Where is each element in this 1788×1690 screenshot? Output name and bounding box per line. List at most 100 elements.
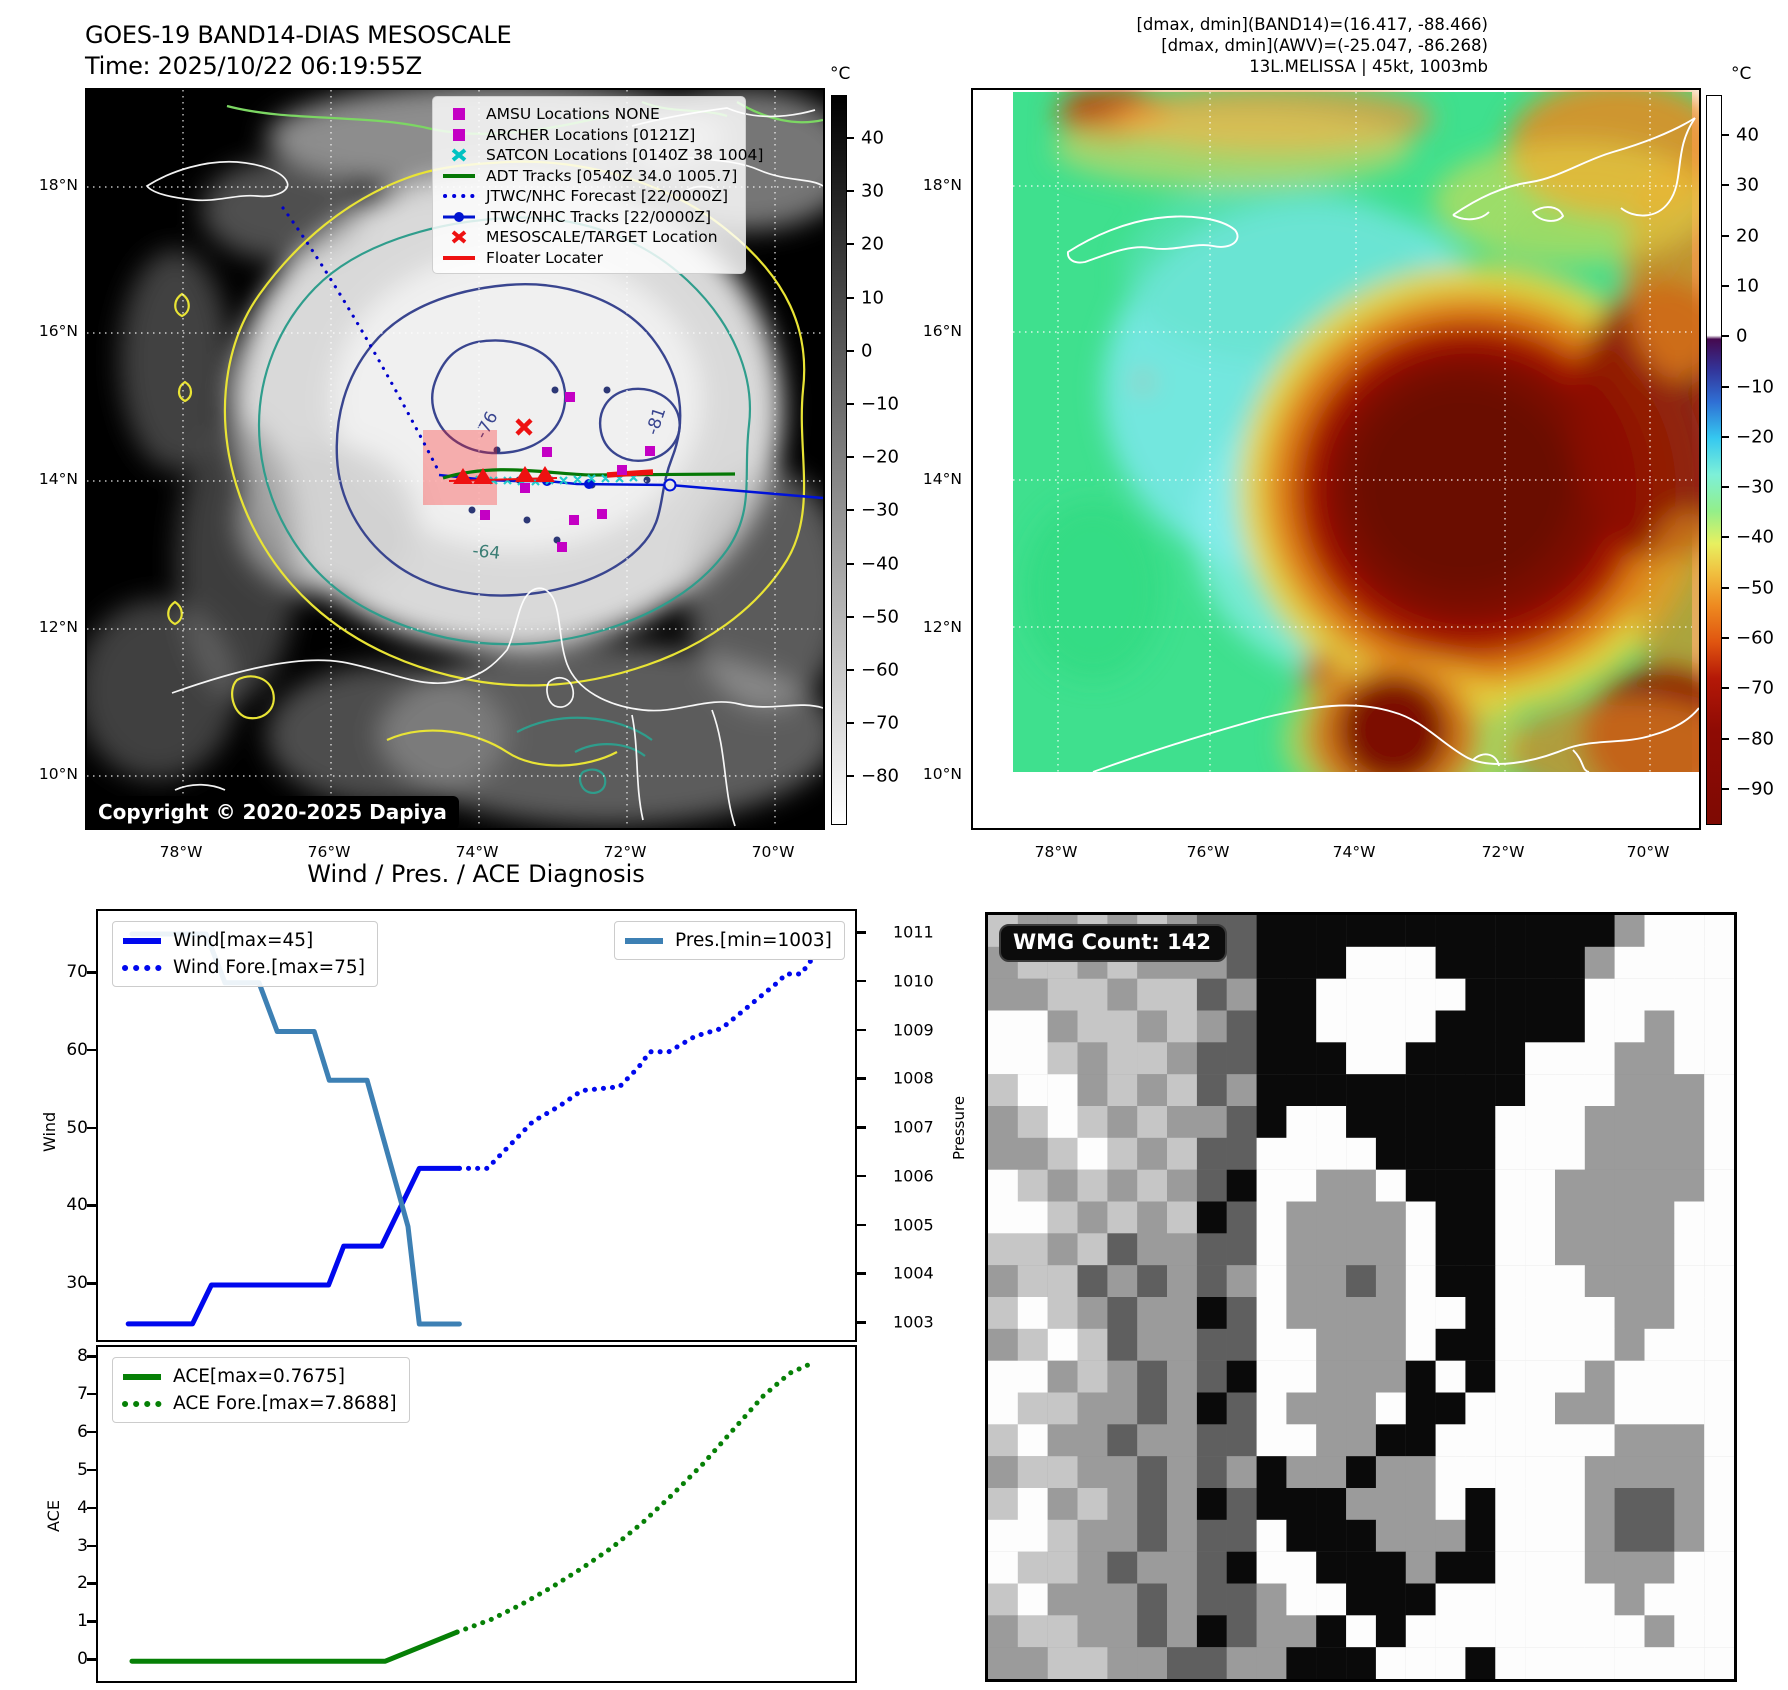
- wmg-cell: [1346, 1488, 1377, 1520]
- wmg-cell: [1137, 1233, 1168, 1266]
- wmg-cell: [1256, 1551, 1287, 1584]
- wmg-cell: [1226, 1615, 1257, 1648]
- wmg-cell: [1316, 1106, 1347, 1138]
- map-legend-label: Floater Locater: [486, 248, 603, 267]
- wmg-cell: [1435, 978, 1466, 1011]
- colorbar-tick: 20: [861, 233, 884, 255]
- wmg-cell: [1495, 1392, 1526, 1425]
- wmg-cell: [1226, 1137, 1257, 1170]
- map-legend-label: JTWC/NHC Forecast [22/0000Z]: [486, 187, 729, 206]
- wmg-cell: [1286, 915, 1317, 947]
- wmg-cell: [1316, 1456, 1347, 1489]
- archer-markers: [480, 392, 655, 552]
- tick-mark: [87, 1582, 96, 1585]
- pressure-tick: 1006: [893, 1166, 934, 1186]
- wmg-cell: [1525, 1615, 1556, 1648]
- wmg-cell: [1047, 1392, 1078, 1425]
- wmg-cell: [1435, 1392, 1466, 1425]
- wmg-cell: [1167, 1265, 1197, 1298]
- wmg-cell: [1704, 1615, 1734, 1648]
- wmg-cell: [1375, 1488, 1406, 1520]
- wmg-cell: [988, 1551, 1018, 1584]
- wmg-cell: [1674, 1265, 1705, 1298]
- wmg-cell: [1286, 1519, 1317, 1552]
- wmg-cell: [1614, 1328, 1645, 1361]
- wmg-cell: [1435, 1233, 1466, 1266]
- wmg-cell: [1435, 915, 1466, 947]
- ace-axis-label: ACE: [44, 1500, 63, 1532]
- wmg-cell: [1077, 1456, 1108, 1489]
- wmg-cell: [1077, 1201, 1108, 1234]
- lon-label: 78°W: [1034, 843, 1078, 861]
- wmg-cell: [1316, 1583, 1347, 1616]
- wmg-cell: [1017, 1042, 1048, 1075]
- wmg-cell: [1674, 1137, 1705, 1170]
- wmg-cell: [1584, 1488, 1615, 1520]
- wmg-cell: [988, 1137, 1018, 1170]
- series-ace-fore-max-: [454, 1360, 815, 1635]
- map-legend-row: JTWC/NHC Tracks [22/0000Z]: [441, 207, 735, 228]
- wmg-cell: [1435, 1074, 1466, 1107]
- wmg-cell: [1405, 946, 1436, 979]
- wmg-cell: [1525, 1647, 1556, 1679]
- wmg-cell: [1674, 1424, 1705, 1457]
- colorbar-tick: −80: [861, 765, 899, 787]
- storm-status: 13L.MELISSA | 45kt, 1003mb: [1249, 57, 1488, 76]
- wmg-cell: [1644, 1010, 1675, 1043]
- wmg-cell: [1077, 1074, 1108, 1107]
- floater-annotations: [448, 418, 654, 484]
- wmg-cell: [1017, 1233, 1048, 1266]
- wmg-cell: [1525, 1551, 1556, 1584]
- wmg-cell: [988, 1456, 1018, 1489]
- wmg-cell: [1077, 1106, 1108, 1138]
- dmax-dmin-band14: [dmax, dmin](BAND14)=(16.417, -88.466): [1136, 15, 1488, 34]
- wmg-cell: [1644, 1519, 1675, 1552]
- wmg-cell: [1465, 1137, 1496, 1170]
- wmg-cell: [1047, 1265, 1078, 1298]
- wmg-cell: [1137, 1615, 1168, 1648]
- wmg-cell: [1047, 1328, 1078, 1361]
- wmg-cell: [1137, 1583, 1168, 1616]
- wmg-cell: [1286, 1456, 1317, 1489]
- colorbar-tick: −30: [1736, 476, 1774, 498]
- wmg-cell: [1196, 1074, 1227, 1107]
- ace-tick: 8: [77, 1346, 88, 1366]
- series-pres-min-: [129, 931, 462, 1327]
- wmg-cell: [1465, 978, 1496, 1011]
- wmg-cell: [1167, 1456, 1197, 1489]
- tick-mark: [1722, 335, 1729, 338]
- tick-mark: [847, 669, 854, 671]
- wmg-cell: [1644, 1424, 1675, 1457]
- wmg-cell: [988, 1488, 1018, 1520]
- wmg-cell: [1047, 1551, 1078, 1584]
- wmg-cell: [1495, 1519, 1526, 1552]
- wmg-cell: [1584, 1424, 1615, 1457]
- wmg-cell: [1614, 1074, 1645, 1107]
- wmg-cell: [1614, 1392, 1645, 1425]
- wmg-cell: [1196, 1583, 1227, 1616]
- ace-tick: 6: [77, 1421, 88, 1442]
- wmg-cell: [1226, 1010, 1257, 1043]
- copyright-chip: Copyright © 2020-2025 Dapiya: [88, 796, 459, 829]
- wmg-cell: [1495, 1328, 1526, 1361]
- wmg-cell: [1137, 1265, 1168, 1298]
- wmg-cell: [1107, 1297, 1138, 1329]
- wmg-cell: [1346, 1360, 1377, 1393]
- wmg-cell: [1465, 1519, 1496, 1552]
- wmg-cell: [1047, 1647, 1078, 1679]
- wmg-cell: [1077, 1551, 1108, 1584]
- wmg-cell: [1495, 1201, 1526, 1234]
- wmg-cell: [1465, 1615, 1496, 1648]
- map-legend-row: ADT Tracks [0540Z 34.0 1005.7]: [441, 166, 737, 187]
- wmg-cell: [1346, 946, 1377, 979]
- wmg-cell: [1704, 1169, 1734, 1202]
- wmg-cell: [1375, 1392, 1406, 1425]
- ace-tick: 4: [77, 1497, 88, 1518]
- wmg-cell: [1525, 1328, 1556, 1361]
- wmg-cell: [1525, 1392, 1556, 1425]
- wmg-cell: [1226, 1456, 1257, 1489]
- tick-mark: [1722, 134, 1729, 136]
- wmg-cell: [1256, 1233, 1287, 1266]
- wmg-cell: [1555, 1074, 1585, 1107]
- wmg-cell: [1375, 1169, 1406, 1202]
